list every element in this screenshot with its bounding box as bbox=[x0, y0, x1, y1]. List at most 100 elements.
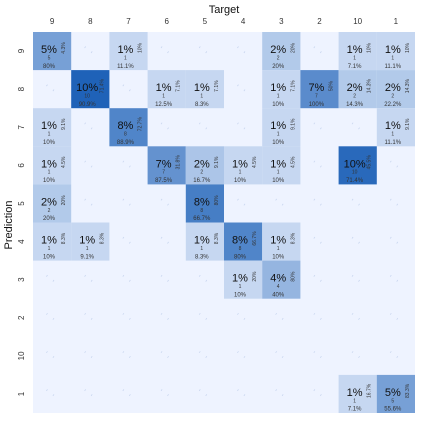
cell-side-percent-label: 50% bbox=[329, 81, 335, 92]
x-tick-label: 10 bbox=[353, 17, 362, 26]
cell-texture bbox=[243, 394, 246, 397]
cell-texture bbox=[281, 355, 284, 359]
cell-fill bbox=[338, 32, 377, 71]
cell-fill bbox=[71, 222, 110, 261]
heatmap-cell: 2%2 22.2% 14.3% bbox=[376, 70, 415, 109]
cell-texture bbox=[160, 198, 163, 201]
heatmap-cell: 1%1 12.5% 7.1% bbox=[147, 70, 186, 109]
cell-texture bbox=[160, 274, 163, 277]
cell-fill bbox=[224, 146, 263, 185]
heatmap-cell: 1%1 10% 8.3% bbox=[262, 222, 301, 261]
cell-bottom-percent-label: 10% bbox=[272, 140, 285, 146]
heatmap-cell: 1%1 10% 4.5% bbox=[33, 146, 72, 185]
cell-bottom-percent-label: 80% bbox=[234, 254, 247, 260]
heatmap-cell: 7%7 100% 50% bbox=[300, 70, 339, 109]
cell-texture bbox=[90, 279, 93, 282]
heatmap-cell: 1%1 8.3% 7.1% bbox=[185, 70, 224, 109]
cell-percent-label: 1% bbox=[117, 44, 133, 56]
heatmap-cell: 2%2 16.7% 9.1% bbox=[185, 146, 224, 185]
heatmap-cell: 8%8 66.7% 80% bbox=[185, 184, 224, 223]
cell-percent-label: 1% bbox=[347, 387, 363, 399]
cell-percent-label: 2% bbox=[270, 44, 286, 56]
cell-count-label: 1 bbox=[124, 55, 127, 61]
cell-texture bbox=[313, 198, 316, 201]
cell-percent-label: 1% bbox=[41, 235, 57, 247]
cell-count-label: 1 bbox=[353, 398, 356, 404]
cell-texture bbox=[198, 274, 201, 277]
cell-texture bbox=[237, 198, 239, 201]
cell-texture bbox=[167, 355, 169, 359]
cell-texture bbox=[281, 317, 284, 320]
heatmap-cell: 10%10 90.9% 71.4% bbox=[71, 70, 110, 109]
cell-count-label: 1 bbox=[277, 170, 280, 176]
cell-texture bbox=[52, 355, 55, 359]
cell-texture bbox=[396, 203, 399, 206]
cell-texture bbox=[128, 317, 131, 320]
cell-texture bbox=[319, 165, 322, 168]
cell-count-label: 2 bbox=[200, 170, 203, 176]
cell-texture bbox=[198, 351, 201, 354]
x-tick-label: 5 bbox=[203, 17, 208, 26]
x-tick-label: 6 bbox=[164, 17, 169, 26]
cell-bottom-percent-label: 88.9% bbox=[117, 140, 135, 146]
cell-bottom-percent-label: 8.3% bbox=[195, 102, 209, 108]
cell-texture bbox=[243, 127, 246, 130]
cell-texture bbox=[167, 127, 169, 130]
cell-texture bbox=[205, 355, 208, 359]
cell-texture bbox=[389, 274, 392, 277]
cell-side-percent-label: 4.5% bbox=[61, 156, 67, 168]
cell-texture bbox=[313, 274, 316, 277]
x-tick-label: 1 bbox=[394, 17, 399, 26]
cell-texture bbox=[198, 122, 201, 125]
cell-texture bbox=[358, 279, 360, 282]
cell-texture bbox=[167, 394, 169, 397]
cell-texture bbox=[389, 351, 392, 354]
cell-percent-label: 1% bbox=[270, 82, 286, 94]
x-tick-label: 2 bbox=[317, 17, 322, 26]
cell-texture bbox=[351, 351, 354, 354]
cell-fill bbox=[376, 374, 415, 413]
cell-texture bbox=[275, 312, 278, 315]
cell-texture bbox=[396, 241, 399, 244]
cell-texture bbox=[389, 312, 392, 315]
cell-texture bbox=[122, 274, 125, 277]
cell-percent-label: 1% bbox=[232, 158, 248, 170]
heatmap-cell: 1%1 7.1% 10% bbox=[338, 32, 377, 71]
cell-texture bbox=[275, 198, 278, 201]
cell-fill bbox=[33, 184, 72, 223]
cell-percent-label: 1% bbox=[41, 158, 57, 170]
cell-count-label: 1 bbox=[200, 246, 203, 252]
cell-texture bbox=[90, 127, 93, 130]
cell-side-percent-label: 8.3% bbox=[61, 232, 67, 244]
cell-texture bbox=[90, 51, 93, 54]
cell-bottom-percent-label: 90.9% bbox=[79, 102, 97, 108]
cell-texture bbox=[128, 279, 131, 282]
y-tick-label: 9 bbox=[17, 48, 26, 53]
cell-side-percent-label: 80% bbox=[290, 271, 296, 282]
cell-bottom-percent-label: 7.1% bbox=[348, 64, 362, 70]
cell-side-percent-label: 14.3% bbox=[367, 78, 373, 93]
cell-bottom-percent-label: 10% bbox=[234, 178, 247, 184]
cell-fill bbox=[185, 184, 224, 223]
cell-texture bbox=[313, 351, 316, 354]
cell-bottom-percent-label: 10% bbox=[43, 140, 56, 146]
cell-percent-label: 1% bbox=[79, 235, 95, 247]
cell-count-label: 1 bbox=[239, 170, 242, 176]
cell-texture bbox=[122, 160, 125, 163]
cell-texture bbox=[128, 394, 131, 397]
cell-texture bbox=[237, 351, 239, 354]
cell-bottom-percent-label: 40% bbox=[272, 292, 285, 298]
cell-texture bbox=[52, 279, 55, 282]
cell-fill bbox=[185, 146, 224, 185]
cell-texture bbox=[319, 127, 322, 130]
cell-texture bbox=[358, 203, 360, 206]
cell-texture bbox=[243, 51, 246, 54]
cell-count-label: 1 bbox=[162, 94, 165, 100]
cell-texture bbox=[128, 241, 131, 244]
cell-texture bbox=[160, 312, 163, 315]
heatmap-cell: 2%2 20% 20% bbox=[33, 184, 72, 223]
cell-texture bbox=[319, 51, 322, 54]
cell-texture bbox=[205, 127, 208, 130]
y-tick-label: 4 bbox=[17, 239, 26, 244]
cell-side-percent-label: 4.3% bbox=[61, 42, 67, 54]
